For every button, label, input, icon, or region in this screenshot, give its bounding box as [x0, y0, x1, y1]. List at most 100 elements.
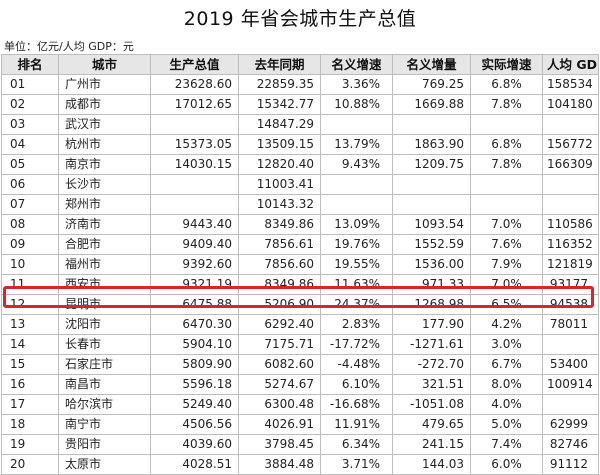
cell-rank: 20 — [1, 454, 59, 475]
cell-nominal-growth: 19.55% — [320, 254, 393, 275]
cell-nominal-increase: 1669.88 — [392, 94, 471, 115]
cell-rank: 02 — [1, 94, 59, 115]
cell-per-capita: 156772 — [542, 134, 599, 155]
table-row: 16 南昌市 5596.18 5274.67 6.10% 321.51 8.0% 100914 — [1, 374, 599, 395]
cell-nominal-increase: -1051.08 — [392, 394, 471, 415]
cell-nominal-growth — [320, 114, 393, 135]
cell-nominal-increase: 1093.54 — [392, 214, 471, 235]
cell-city: 杭州市 — [58, 134, 151, 155]
cell-prev: 7856.61 — [238, 234, 321, 255]
page-title: 2019 年省会城市生产总值 — [183, 8, 417, 30]
cell-gdp: 6470.30 — [150, 314, 239, 335]
cell-real-growth: 7.0% — [470, 214, 543, 235]
table-row: 02 成都市 17012.65 15342.77 10.88% 1669.88 7.8% 10… — [1, 94, 599, 115]
cell-city: 哈尔滨市 — [58, 394, 151, 415]
cell-rank: 03 — [1, 114, 59, 135]
cell-city: 合肥市 — [58, 234, 151, 255]
table-row: 10 福州市 9392.60 7856.60 19.55% 1536.00 7.9% 1218… — [1, 254, 599, 275]
cell-gdp: 5249.40 — [150, 394, 239, 415]
cell-real-growth — [470, 114, 543, 135]
cell-real-growth: 3.0% — [470, 334, 543, 355]
table-row: 08 济南市 9443.40 8349.86 13.09% 1093.54 7.0% 1105… — [1, 214, 599, 235]
cell-nominal-increase: 1536.00 — [392, 254, 471, 275]
cell-prev: 8349.86 — [238, 274, 321, 295]
cell-prev: 4026.91 — [238, 414, 321, 435]
cell-gdp: 9321.19 — [150, 274, 239, 295]
cell-gdp: 9392.60 — [150, 254, 239, 275]
cell-per-capita: 93177 — [542, 274, 599, 295]
cell-per-capita: 166309 — [542, 154, 599, 175]
table-row: 14 长春市 5904.10 7175.71 -17.72% -1271.61 3.0% — [1, 334, 599, 355]
cell-per-capita: 116352 — [542, 234, 599, 255]
cell-rank: 10 — [1, 254, 59, 275]
col-header-nominal-growth: 名义增速 — [320, 54, 393, 75]
cell-prev: 14847.29 — [238, 114, 321, 135]
cell-prev: 11003.41 — [238, 174, 321, 195]
col-header-real-growth: 实际增速 — [470, 54, 543, 75]
cell-prev: 15342.77 — [238, 94, 321, 115]
cell-nominal-growth: 19.76% — [320, 234, 393, 255]
cell-nominal-increase: -1271.61 — [392, 334, 471, 355]
cell-per-capita — [542, 334, 599, 355]
cell-nominal-increase: 971.33 — [392, 274, 471, 295]
cell-city: 贵阳市 — [58, 434, 151, 455]
col-header-nominal-increase: 名义增量 — [392, 54, 471, 75]
cell-nominal-increase: 1863.90 — [392, 134, 471, 155]
cell-real-growth: 6.0% — [470, 454, 543, 475]
cell-rank: 15 — [1, 354, 59, 375]
cell-nominal-growth: -4.48% — [320, 354, 393, 375]
cell-nominal-growth — [320, 174, 393, 195]
table-row: 05 南京市 14030.15 12820.40 9.43% 1209.75 7.8% 166… — [1, 154, 599, 175]
table-row: 04 杭州市 15373.05 13509.15 13.79% 1863.90 6.8% 15… — [1, 134, 599, 155]
cell-prev: 7856.60 — [238, 254, 321, 275]
cell-prev: 6300.48 — [238, 394, 321, 415]
cell-prev: 10143.32 — [238, 194, 321, 215]
cell-city: 南京市 — [58, 154, 151, 175]
table-row: 18 南宁市 4506.56 4026.91 11.91% 479.65 5.0% 62999 — [1, 414, 599, 435]
cell-nominal-increase: 1268.98 — [392, 294, 471, 315]
cell-rank: 17 — [1, 394, 59, 415]
cell-nominal-growth: 13.09% — [320, 214, 393, 235]
cell-nominal-growth: 2.83% — [320, 314, 393, 335]
cell-gdp: 6475.88 — [150, 294, 239, 315]
table-row: 11 西安市 9321.19 8349.86 11.63% 971.33 7.0% 93177 — [1, 274, 599, 295]
cell-rank: 01 — [1, 74, 59, 95]
cell-nominal-increase: 479.65 — [392, 414, 471, 435]
cell-per-capita: 121819 — [542, 254, 599, 275]
cell-nominal-growth: 3.36% — [320, 74, 393, 95]
cell-real-growth: 8.0% — [470, 374, 543, 395]
cell-gdp: 9409.40 — [150, 234, 239, 255]
cell-nominal-increase: 1552.59 — [392, 234, 471, 255]
cell-rank: 09 — [1, 234, 59, 255]
cell-nominal-increase: 321.51 — [392, 374, 471, 395]
table-row: 06 长沙市 11003.41 — [1, 174, 599, 195]
cell-nominal-growth: 10.88% — [320, 94, 393, 115]
cell-nominal-growth: 11.63% — [320, 274, 393, 295]
cell-city: 长春市 — [58, 334, 151, 355]
cell-city: 济南市 — [58, 214, 151, 235]
cell-nominal-growth — [320, 194, 393, 215]
col-header-prev: 去年同期 — [238, 54, 321, 75]
cell-prev: 13509.15 — [238, 134, 321, 155]
cell-gdp: 9443.40 — [150, 214, 239, 235]
cell-nominal-growth: -16.68% — [320, 394, 393, 415]
cell-nominal-increase: 241.15 — [392, 434, 471, 455]
cell-real-growth: 7.0% — [470, 274, 543, 295]
cell-rank: 08 — [1, 214, 59, 235]
cell-per-capita: 100914 — [542, 374, 599, 395]
cell-real-growth: 6.8% — [470, 134, 543, 155]
cell-real-growth: 7.4% — [470, 434, 543, 455]
cell-prev: 5206.90 — [238, 294, 321, 315]
col-header-rank: 排名 — [1, 54, 59, 75]
cell-city: 昆明市 — [58, 294, 151, 315]
cell-per-capita: 158534 — [542, 74, 599, 95]
cell-nominal-growth: -17.72% — [320, 334, 393, 355]
cell-per-capita: 104180 — [542, 94, 599, 115]
col-header-per-capita: 人均 GDP — [542, 54, 599, 75]
cell-nominal-growth: 6.10% — [320, 374, 393, 395]
table-row: 19 贵阳市 4039.60 3798.45 6.34% 241.15 7.4% 82746 — [1, 434, 599, 455]
cell-rank: 11 — [1, 274, 59, 295]
cell-rank: 16 — [1, 374, 59, 395]
table-header-row: 排名 城市 生产总值 去年同期 名义增速 名义增量 实际增速 人均 GDP — [1, 54, 599, 75]
cell-real-growth: 6.8% — [470, 74, 543, 95]
